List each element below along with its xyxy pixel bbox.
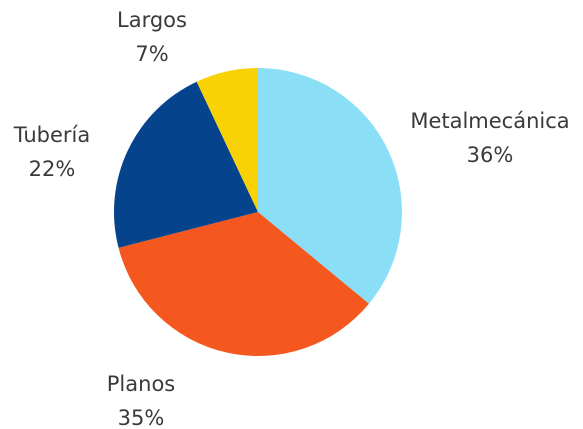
pie-slices [113, 68, 402, 357]
slice-name-tuberia: Tubería [13, 123, 91, 147]
slice-name-planos: Planos [107, 372, 175, 396]
slice-value-planos: 35% [118, 406, 165, 429]
pie-slice-largos [196, 68, 258, 212]
pie-slice-metalmecanica [258, 68, 402, 304]
pie-labels: Metalmecánica 36% Planos 35% Tubería 22%… [13, 8, 570, 429]
pie-slice-planos [118, 212, 369, 357]
slice-value-largos: 7% [135, 42, 168, 66]
pie-slice-tuberia [113, 81, 258, 248]
slice-name-largos: Largos [117, 8, 187, 32]
slice-value-tuberia: 22% [29, 157, 76, 181]
slice-label-metalmecanica: Metalmecánica [410, 109, 569, 133]
slice-value-metalmecanica: 36% [467, 143, 514, 167]
slice-name-metalmecanica: Metalmecánica [410, 109, 569, 133]
